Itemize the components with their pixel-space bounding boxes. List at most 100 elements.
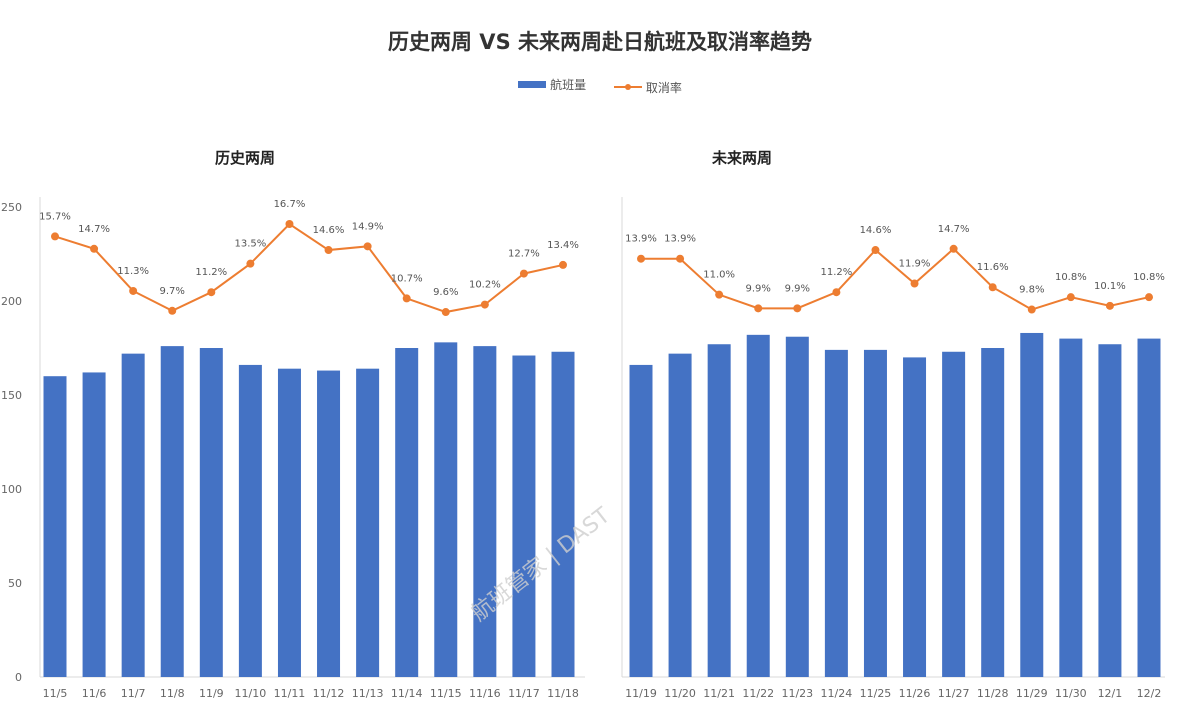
cancel-rate-line — [54, 222, 564, 314]
x-tick-label: 11/18 — [547, 687, 579, 700]
data-label: 11.2% — [820, 267, 852, 278]
bar-12/2 — [1137, 338, 1161, 677]
y-tick-label: 100 — [1, 483, 22, 496]
legend-item-bar: 航班量 — [518, 76, 586, 93]
bar-11/27 — [942, 351, 966, 677]
data-label: 16.7% — [274, 199, 306, 210]
data-label: 14.6% — [860, 225, 892, 236]
bar-11/15 — [434, 342, 458, 677]
data-label: 9.9% — [746, 283, 771, 294]
bar-11/20 — [668, 353, 692, 677]
data-label: 12.7% — [508, 249, 540, 260]
data-label: 10.8% — [1133, 272, 1165, 283]
cancel-rate-point-11/9 — [207, 288, 216, 297]
bar-11/22 — [746, 334, 770, 677]
x-tick-label: 11/9 — [199, 687, 224, 700]
bar-11/25 — [863, 349, 887, 677]
cancel-rate-point-11/21 — [715, 290, 724, 299]
bar-11/7 — [121, 353, 145, 677]
cancel-rate-point-11/20 — [676, 254, 685, 263]
x-tick-label: 11/26 — [899, 687, 931, 700]
bar-11/8 — [160, 346, 184, 677]
data-label: 14.6% — [313, 225, 345, 236]
cancel-rate-point-11/6 — [90, 244, 99, 253]
cancel-rate-point-11/26 — [910, 279, 919, 288]
cancel-rate-point-11/17 — [519, 269, 528, 278]
x-tick-label: 11/7 — [121, 687, 146, 700]
x-tick-label: 12/2 — [1137, 687, 1162, 700]
data-label: 10.8% — [1055, 272, 1087, 283]
x-tick-label: 11/14 — [391, 687, 423, 700]
cancel-rate-point-11/8 — [168, 306, 177, 315]
cancel-rate-point-11/28 — [988, 283, 997, 292]
subplot-title: 历史两周 — [215, 149, 275, 167]
x-tick-label: 12/1 — [1098, 687, 1123, 700]
cancel-rate-point-11/19 — [637, 254, 645, 263]
data-label: 13.5% — [234, 239, 266, 250]
bar-11/9 — [199, 348, 223, 677]
data-label: 13.4% — [547, 240, 579, 251]
cancel-rate-point-11/12 — [324, 246, 333, 255]
bar-11/17 — [512, 355, 536, 677]
data-label: 11.9% — [899, 259, 931, 270]
x-tick-label: 11/8 — [160, 687, 185, 700]
cancel-rate-point-11/25 — [871, 246, 880, 255]
bar-11/19 — [629, 364, 653, 677]
bar-11/26 — [903, 357, 927, 677]
bar-12/1 — [1098, 344, 1122, 677]
cancel-rate-point-11/13 — [363, 242, 372, 251]
x-tick-label: 11/12 — [313, 687, 345, 700]
legend: 航班量 取消率 — [0, 76, 1200, 96]
cancel-rate-point-11/11 — [285, 220, 294, 228]
bar-11/10 — [238, 364, 262, 677]
cancel-rate-point-11/10 — [246, 259, 255, 268]
x-tick-label: 11/17 — [508, 687, 540, 700]
cancel-rate-point-12/1 — [1105, 301, 1114, 310]
bar-11/12 — [317, 370, 341, 677]
y-tick-label: 50 — [8, 577, 22, 590]
bar-11/23 — [785, 336, 809, 677]
data-label: 13.9% — [625, 234, 657, 245]
data-label: 9.8% — [1019, 285, 1044, 296]
cancel-rate-point-11/27 — [949, 244, 958, 253]
data-label: 13.9% — [664, 234, 696, 245]
x-tick-label: 11/23 — [781, 687, 813, 700]
x-tick-label: 11/27 — [938, 687, 970, 700]
cancel-rate-line — [641, 247, 1150, 311]
bar-11/24 — [824, 349, 848, 677]
data-label: 10.7% — [391, 273, 423, 284]
x-tick-label: 11/13 — [352, 687, 384, 700]
x-tick-label: 11/11 — [274, 687, 306, 700]
x-tick-label: 11/6 — [82, 687, 107, 700]
cancel-rate-point-11/18 — [559, 260, 567, 269]
cancel-rate-point-11/15 — [441, 308, 450, 317]
y-tick-label: 150 — [1, 389, 22, 402]
data-label: 14.9% — [352, 221, 384, 232]
x-tick-label: 11/22 — [742, 687, 774, 700]
cancel-rate-point-11/23 — [793, 304, 802, 313]
legend-bar-label: 航班量 — [550, 78, 587, 92]
x-tick-label: 11/15 — [430, 687, 462, 700]
bar-11/5 — [43, 376, 67, 677]
bar-11/18 — [551, 351, 575, 677]
bar-11/11 — [277, 368, 301, 677]
data-label: 9.6% — [433, 287, 458, 298]
x-tick-label: 11/30 — [1055, 687, 1087, 700]
cancel-rate-point-11/24 — [832, 288, 841, 297]
bar-11/6 — [82, 372, 106, 677]
x-tick-label: 11/29 — [1016, 687, 1048, 700]
data-label: 10.2% — [469, 280, 501, 291]
data-label: 14.7% — [938, 224, 970, 235]
y-tick-label: 250 — [1, 201, 22, 214]
cancel-rate-point-11/22 — [754, 304, 763, 313]
data-label: 10.1% — [1094, 281, 1126, 292]
x-tick-label: 11/20 — [664, 687, 696, 700]
data-label: 11.0% — [703, 270, 735, 281]
cancel-rate-point-12/2 — [1145, 293, 1153, 302]
data-label: 11.3% — [117, 266, 149, 277]
x-tick-label: 11/19 — [625, 687, 657, 700]
bar-11/16 — [473, 346, 497, 677]
cancel-rate-point-11/16 — [480, 300, 489, 309]
bar-11/14 — [395, 348, 419, 677]
